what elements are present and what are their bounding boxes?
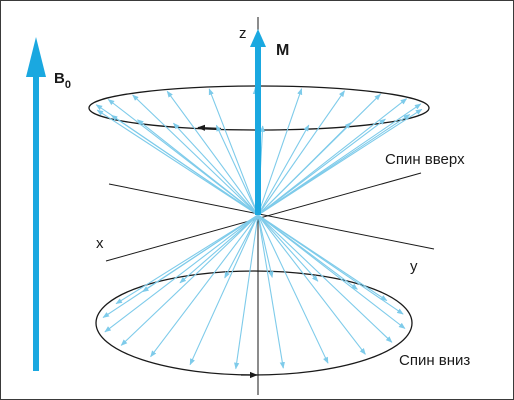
- spin-up-vector: [257, 103, 422, 216]
- x-axis-label: x: [96, 235, 104, 252]
- spin-down-vector: [120, 214, 259, 346]
- spin-up-vector: [173, 122, 259, 216]
- spin-down-vector: [257, 214, 366, 355]
- spin-down-vector: [115, 214, 259, 305]
- spin-up-vector: [257, 88, 303, 216]
- spin-up-vector: [257, 124, 310, 216]
- spin-down-vector: [257, 214, 329, 364]
- spin-up-vector: [257, 93, 381, 216]
- spin-up-vector: [208, 88, 259, 216]
- spin-up-vector: [95, 104, 259, 216]
- magnetization-arrow-icon: [250, 29, 266, 215]
- spin-down-vector: [257, 214, 393, 343]
- spin-down-vector: [189, 214, 259, 366]
- spin-down-vector: [142, 214, 259, 293]
- y-axis-label: y: [410, 258, 418, 275]
- spin-down-vector: [257, 214, 274, 278]
- spin-down-vector: [224, 214, 259, 279]
- spin-down-vector: [150, 214, 259, 358]
- field-arrow-icon: [26, 37, 46, 371]
- spin-up-vector: [215, 124, 259, 216]
- spin-up-vector: [257, 90, 345, 216]
- spin-up-label: Спин вверх: [385, 151, 465, 168]
- spin-down-vector: [257, 214, 319, 282]
- spin-up-vector: [132, 94, 259, 216]
- spin-up-vector: [166, 90, 259, 216]
- spin-down-vector: [234, 214, 259, 370]
- field-label: B0: [54, 70, 71, 91]
- z-axis-label: z: [239, 25, 247, 42]
- spin-down-vector: [104, 214, 259, 333]
- spin-down-vectors: [102, 214, 406, 370]
- spin-down-vector: [257, 214, 285, 369]
- spin-down-vector: [257, 214, 358, 290]
- spin-down-label: Спин вниз: [399, 352, 470, 369]
- magnetization-label: M: [276, 42, 289, 59]
- spin-up-vector: [257, 98, 408, 216]
- spin-up-vectors: [95, 87, 423, 216]
- y-axis: [105, 172, 422, 262]
- spin-up-vector: [107, 99, 259, 216]
- spin-up-vector: [96, 109, 259, 216]
- x-axis: [108, 183, 435, 250]
- spin-down-vector: [257, 214, 404, 315]
- spin-down-vector: [179, 214, 259, 284]
